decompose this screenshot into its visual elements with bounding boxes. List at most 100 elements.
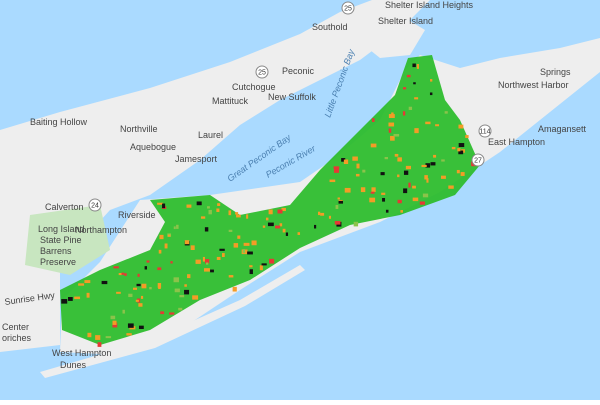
- speckle: [405, 165, 412, 170]
- speckle: [451, 146, 456, 150]
- route-number: 24: [91, 202, 99, 209]
- speckle: [68, 297, 73, 301]
- speckle: [101, 280, 108, 285]
- speckle: [247, 251, 253, 255]
- speckle: [397, 199, 402, 204]
- speckle: [457, 148, 461, 152]
- speckle: [456, 169, 460, 174]
- speckle: [251, 240, 257, 246]
- speckle: [167, 234, 171, 237]
- speckle: [403, 170, 409, 175]
- route-number: 27: [474, 157, 482, 164]
- speckle: [112, 320, 117, 325]
- speckle: [440, 175, 446, 179]
- speckle: [173, 226, 176, 230]
- speckle: [192, 295, 199, 300]
- speckle: [187, 274, 191, 279]
- speckle: [149, 286, 152, 290]
- speckle: [132, 287, 138, 290]
- speckle: [228, 229, 233, 232]
- speckle: [186, 204, 192, 208]
- park-label: Preserve: [40, 257, 76, 267]
- speckle: [275, 225, 281, 229]
- speckle: [397, 174, 400, 178]
- speckle: [140, 295, 144, 299]
- place-label: Dunes: [60, 360, 87, 370]
- speckle: [382, 197, 386, 202]
- speckle: [429, 92, 433, 96]
- speckle: [458, 124, 464, 129]
- speckle: [216, 208, 220, 212]
- place-label: Riverside: [118, 210, 156, 220]
- speckle: [402, 111, 406, 116]
- speckle: [138, 303, 143, 307]
- speckle: [178, 307, 183, 311]
- speckle: [173, 277, 179, 283]
- speckle: [413, 82, 416, 85]
- speckle: [356, 163, 360, 169]
- place-label: Springs: [540, 67, 571, 77]
- speckle: [236, 214, 241, 218]
- speckle: [412, 63, 416, 68]
- speckle: [184, 284, 187, 287]
- speckle: [425, 163, 431, 168]
- speckle: [110, 315, 116, 320]
- place-label: Baiting Hollow: [30, 117, 88, 127]
- place-label: Shelter Island: [378, 16, 433, 26]
- speckle: [174, 288, 180, 293]
- speckle: [425, 121, 431, 125]
- speckle: [124, 273, 127, 276]
- speckle: [344, 187, 351, 193]
- speckle: [435, 124, 440, 127]
- speckle: [337, 197, 340, 200]
- route-shield: [341, 1, 355, 15]
- route-shield: [471, 153, 485, 167]
- speckle: [334, 220, 341, 225]
- speckle: [412, 185, 416, 189]
- speckle: [159, 234, 164, 240]
- place-label: Southold: [312, 22, 348, 32]
- speckle: [243, 242, 250, 246]
- place-label: Peconic: [282, 66, 315, 76]
- speckle: [412, 197, 419, 202]
- speckle: [235, 212, 239, 215]
- barrier-beach: [40, 265, 305, 378]
- speckle: [277, 209, 283, 214]
- place-label: Amagansett: [538, 124, 587, 134]
- speckle: [261, 263, 267, 266]
- speckle: [126, 333, 132, 336]
- speckle: [160, 311, 165, 315]
- route-shield: [88, 198, 102, 212]
- speckle: [113, 266, 119, 269]
- speckle: [135, 299, 139, 302]
- speckle: [196, 201, 202, 206]
- speckle: [414, 97, 419, 100]
- speckle: [388, 128, 392, 133]
- speckle: [190, 245, 195, 251]
- speckle: [281, 207, 286, 212]
- speckle: [441, 159, 445, 162]
- speckle: [122, 309, 125, 314]
- speckle: [95, 335, 101, 340]
- place-label: Mattituck: [212, 96, 249, 106]
- speckle: [406, 74, 411, 78]
- speckle: [408, 182, 411, 188]
- speckle: [465, 135, 469, 139]
- speckle: [164, 243, 168, 249]
- speckle: [195, 259, 201, 264]
- speckle: [179, 295, 185, 298]
- speckle: [282, 228, 286, 233]
- speckle: [371, 187, 376, 193]
- speckle: [144, 266, 148, 270]
- speckle: [204, 227, 209, 232]
- speckle: [116, 291, 121, 294]
- speckle: [221, 253, 225, 258]
- speckle: [265, 217, 269, 221]
- speckle: [87, 332, 92, 338]
- speckle: [426, 178, 429, 183]
- speckle: [370, 191, 375, 194]
- place-label: Aquebogue: [130, 142, 176, 152]
- speckle: [206, 206, 210, 209]
- speckle: [232, 286, 237, 292]
- speckle: [210, 269, 214, 273]
